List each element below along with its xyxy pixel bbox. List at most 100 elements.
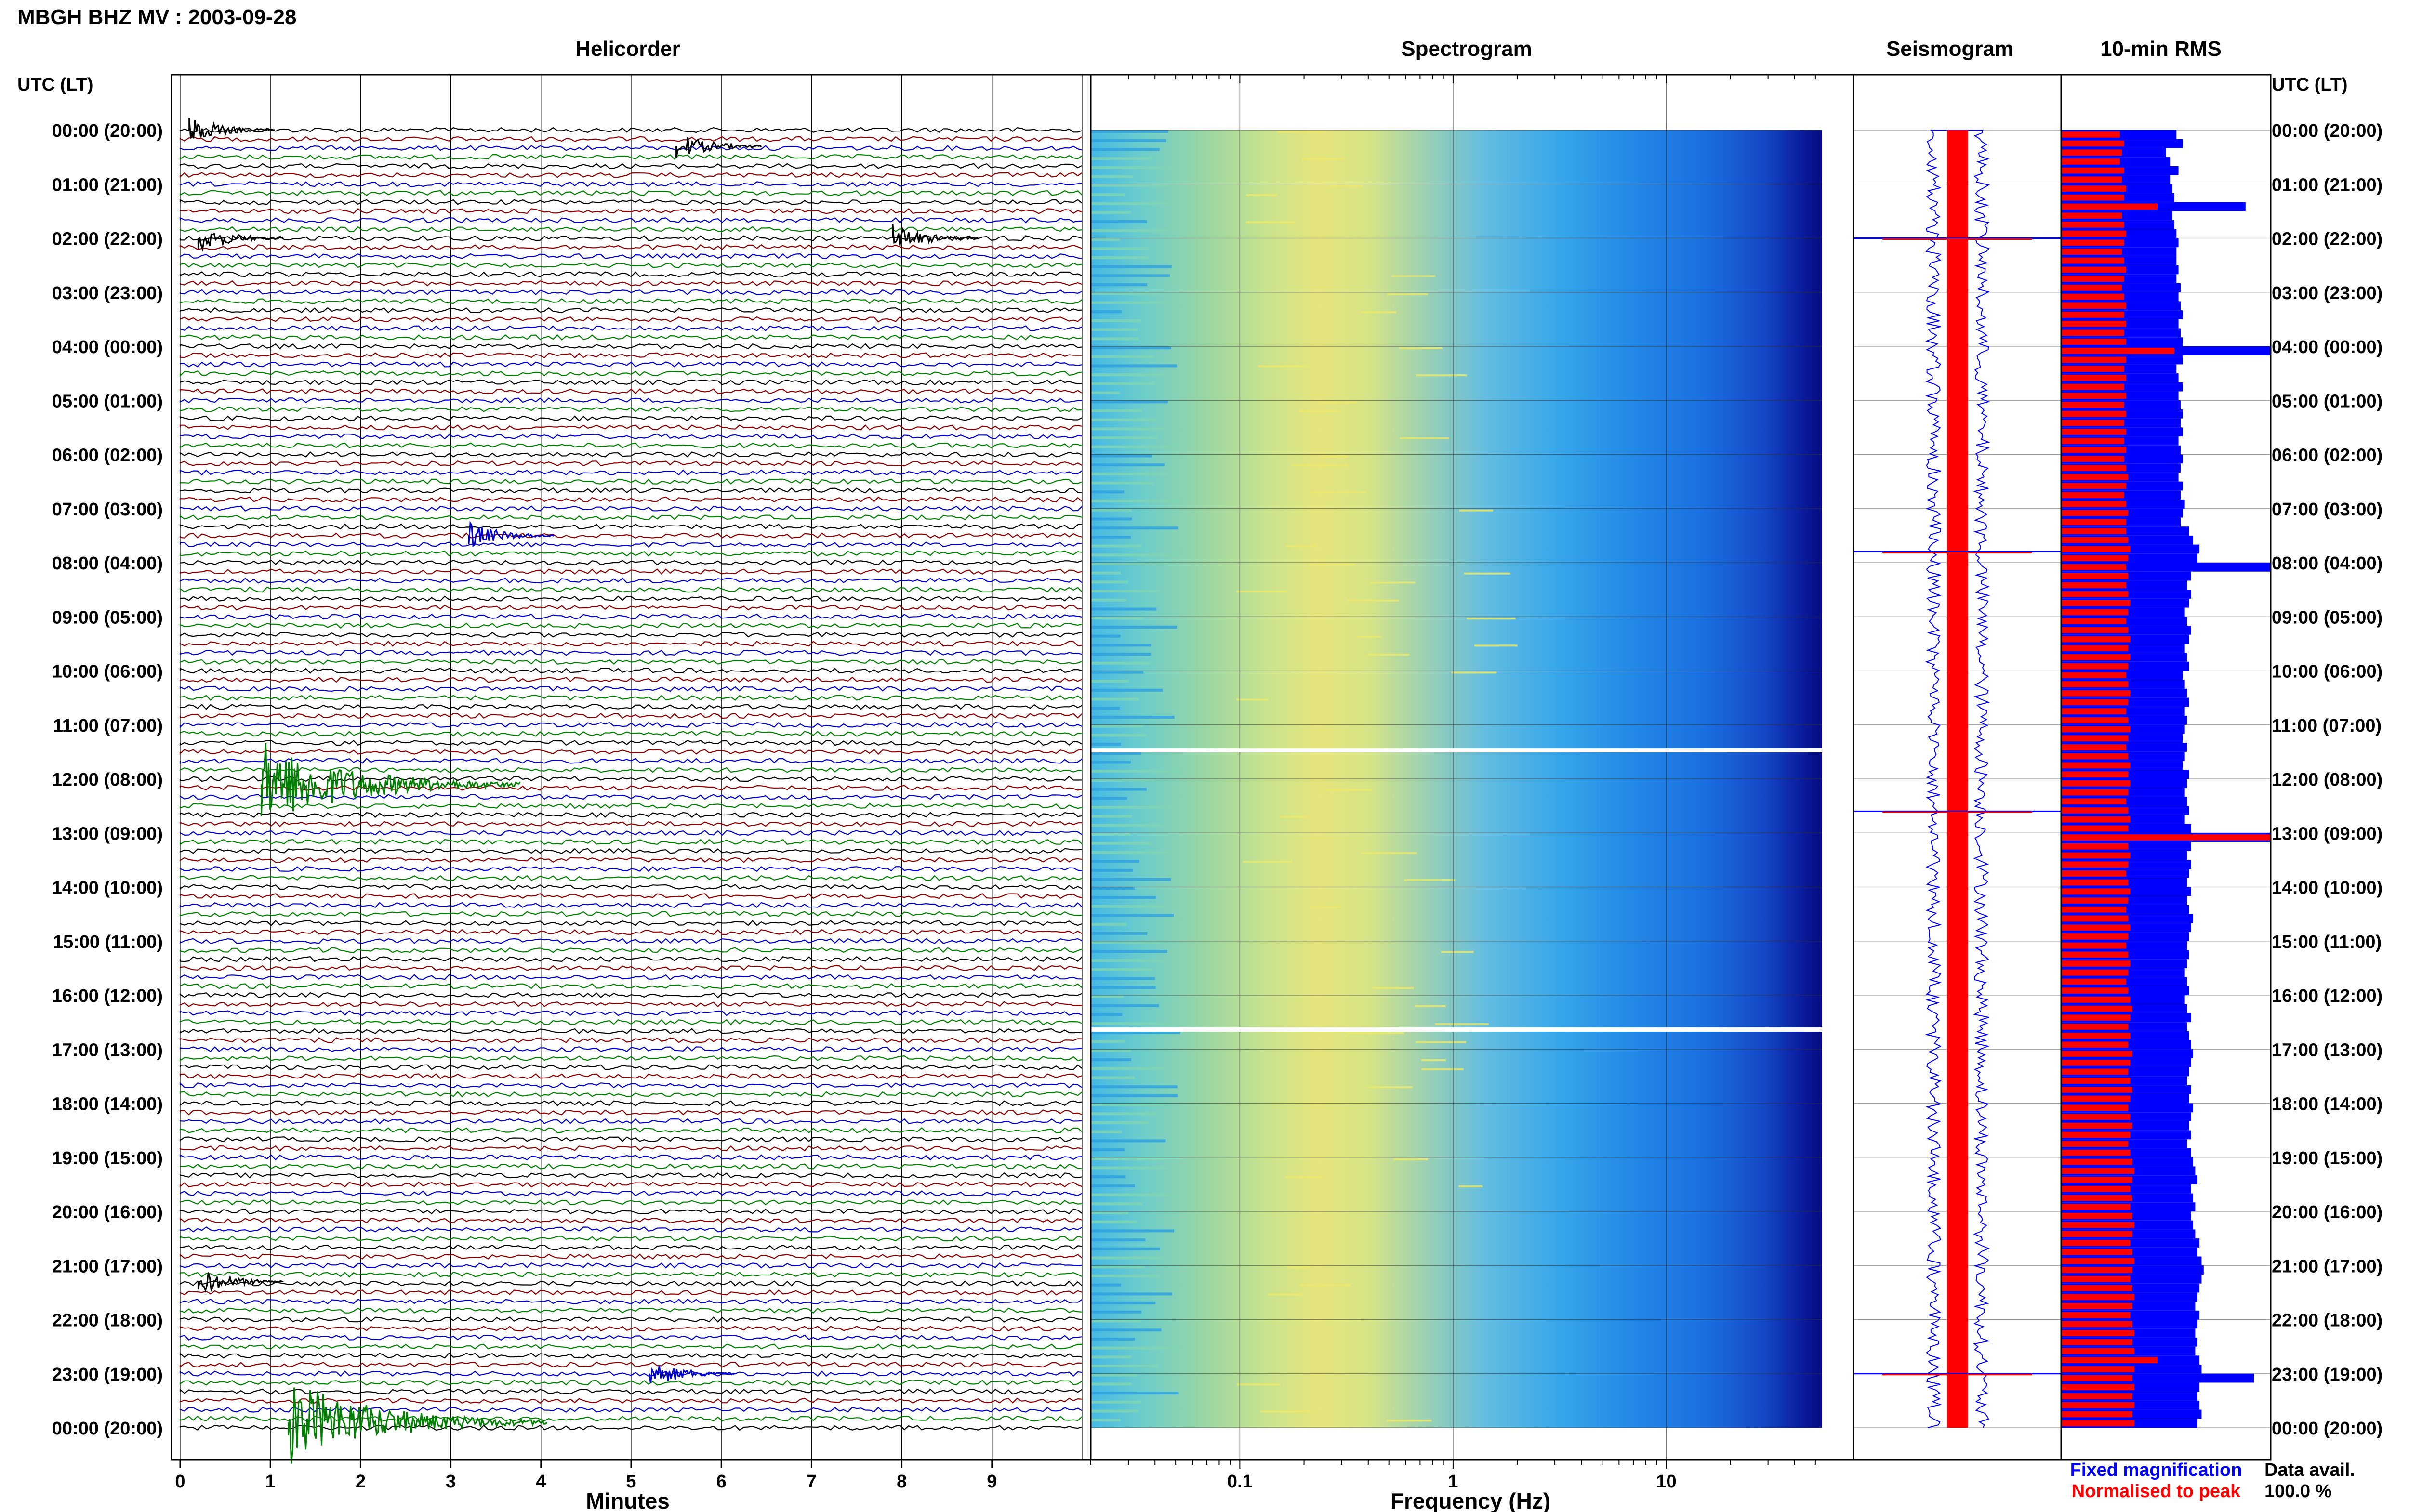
helicorder-trace	[179, 1298, 1083, 1305]
rms-bar-normalised	[2061, 960, 2131, 967]
panel-title-helicorder: Helicorder	[575, 37, 680, 61]
spectrogram-stripe	[1091, 1013, 1123, 1016]
rms-bar-normalised	[2061, 1078, 2131, 1084]
spectrogram-stripe	[1091, 463, 1165, 467]
rms-bar-normalised	[2061, 951, 2129, 958]
rms-bar-normalised	[2061, 1231, 2132, 1237]
rms-bar-normalised	[2061, 861, 2129, 868]
time-label-left: 16:00 (12:00)	[52, 986, 163, 1006]
rms-bar-normalised	[2061, 1051, 2132, 1057]
helicorder-trace	[179, 334, 1083, 341]
rms-bar-normalised	[2061, 185, 2126, 192]
helicorder-tick-label: 8	[897, 1472, 907, 1492]
helicorder-trace	[179, 1424, 1083, 1431]
spectrogram-stripe	[1091, 1400, 1141, 1404]
spectrogram-stripe	[1370, 581, 1416, 584]
time-label-left: 19:00 (15:00)	[52, 1148, 163, 1169]
helicorder-trace	[179, 415, 1083, 421]
seismogram-panel	[1853, 74, 2062, 1461]
rms-bar-normalised	[2061, 1258, 2135, 1264]
time-label-right: 05:00 (01:00)	[2272, 391, 2383, 411]
spectrogram-stripe	[1091, 617, 1144, 620]
rms-bar-normalised	[2061, 320, 2126, 327]
spectrogram-stripe	[1091, 580, 1129, 584]
spectrogram-stripe	[1091, 1184, 1135, 1187]
rms-bar-normalised	[2061, 1420, 2135, 1426]
helicorder-trace	[179, 1081, 1083, 1089]
helicorder-trace	[179, 1010, 1083, 1016]
spectrogram-stripe	[1091, 283, 1148, 287]
rms-bar-normalised	[2061, 1005, 2132, 1012]
time-label-left: 18:00 (14:00)	[52, 1094, 163, 1115]
spectrogram-stripe	[1091, 1148, 1125, 1152]
helicorder-tick-label: 7	[807, 1472, 817, 1492]
spectrogram-stripe	[1091, 653, 1151, 656]
helicorder-trace	[179, 235, 1083, 241]
helicorder-trace	[179, 1397, 1083, 1404]
spectrogram-tick-label: 1	[1448, 1472, 1458, 1492]
rms-bar-normalised	[2061, 582, 2126, 589]
rms-bar-normalised	[2061, 266, 2126, 273]
spectrogram-stripe	[1091, 697, 1139, 701]
rms-bar-normalised	[2061, 1095, 2131, 1102]
spectrogram-stripe	[1091, 382, 1155, 385]
spectrogram-stripe	[1298, 410, 1341, 412]
helicorder-trace	[179, 731, 1083, 737]
spectrogram-stripe	[1242, 861, 1293, 863]
spectrogram-stripe	[1091, 661, 1151, 665]
helicorder-trace	[179, 965, 1083, 972]
spectrogram-xlabel: Frequency (Hz)	[1390, 1488, 1550, 1512]
helicorder-trace	[179, 974, 1083, 980]
spectrogram-stripe	[1091, 247, 1150, 250]
helicorder-trace	[179, 1136, 1083, 1143]
helicorder-trace	[179, 397, 1083, 404]
spectrogram-stripe	[1091, 797, 1127, 800]
time-label-right: 23:00 (19:00)	[2272, 1365, 2383, 1385]
rms-bar-normalised	[2061, 1059, 2131, 1066]
rms-bar-normalised	[2061, 627, 2129, 633]
rms-bar-normalised	[2061, 609, 2129, 616]
helicorder-trace	[179, 487, 1083, 494]
time-label-left: 13:00 (09:00)	[52, 824, 163, 844]
spectrogram-stripe	[1372, 987, 1414, 989]
rms-bar-normalised	[2061, 987, 2129, 994]
spectrogram-stripe	[1285, 545, 1317, 548]
rms-bar-normalised	[2061, 1114, 2131, 1120]
helicorder-trace	[179, 424, 1083, 431]
rms-bar-normalised	[2061, 618, 2126, 624]
rms-bar-normalised	[2061, 1303, 2132, 1309]
rms-bar-normalised	[2061, 438, 2124, 444]
spectrogram-stripe	[1091, 211, 1131, 214]
spectrogram-stripe	[1348, 1032, 1404, 1034]
time-labels-left: 00:00 (20:00) 01:00 (21:00) 02:00 (22:00) 0…	[52, 121, 163, 1439]
rms-bar-normalised	[2061, 1041, 2129, 1048]
rms-bar-normalised	[2061, 798, 2126, 805]
helicorder-trace	[179, 325, 1083, 332]
time-label-right: 14:00 (10:00)	[2272, 878, 2383, 898]
spectrogram-stripe	[1091, 184, 1175, 187]
rms-bar-normalised	[2061, 600, 2131, 606]
spectrogram-stripe	[1393, 1158, 1428, 1160]
rms-bar-normalised	[2061, 906, 2126, 913]
rms-bar-normalised	[2061, 456, 2124, 462]
data-avail-value: 100.0 %	[2264, 1481, 2331, 1501]
spectrogram-stripe	[1347, 599, 1399, 602]
spectrogram-stripe	[1091, 932, 1148, 935]
rms-bar-normalised	[2061, 1375, 2132, 1381]
time-label-left: 15:00 (11:00)	[53, 932, 163, 952]
spectrogram-stripe	[1091, 571, 1121, 575]
rms-bar-normalised	[2061, 167, 2124, 174]
helicorder-trace	[179, 1316, 1083, 1323]
rms-bar-normalised	[2061, 1158, 2132, 1165]
rms-bar-normalised	[2061, 1122, 2132, 1129]
time-label-right: 15:00 (11:00)	[2272, 932, 2382, 952]
helicorder-trace	[179, 947, 1083, 953]
spectrogram-stripe	[1091, 328, 1138, 331]
helicorder-trace	[179, 685, 1083, 692]
spectrogram-stripe	[1091, 851, 1178, 854]
rms-bar-normalised	[2061, 564, 2126, 570]
spectrogram-stripe	[1091, 481, 1154, 485]
time-label-left: 01:00 (21:00)	[52, 175, 163, 195]
helicorder-trace	[179, 298, 1083, 304]
helicorder-trace	[179, 586, 1083, 593]
